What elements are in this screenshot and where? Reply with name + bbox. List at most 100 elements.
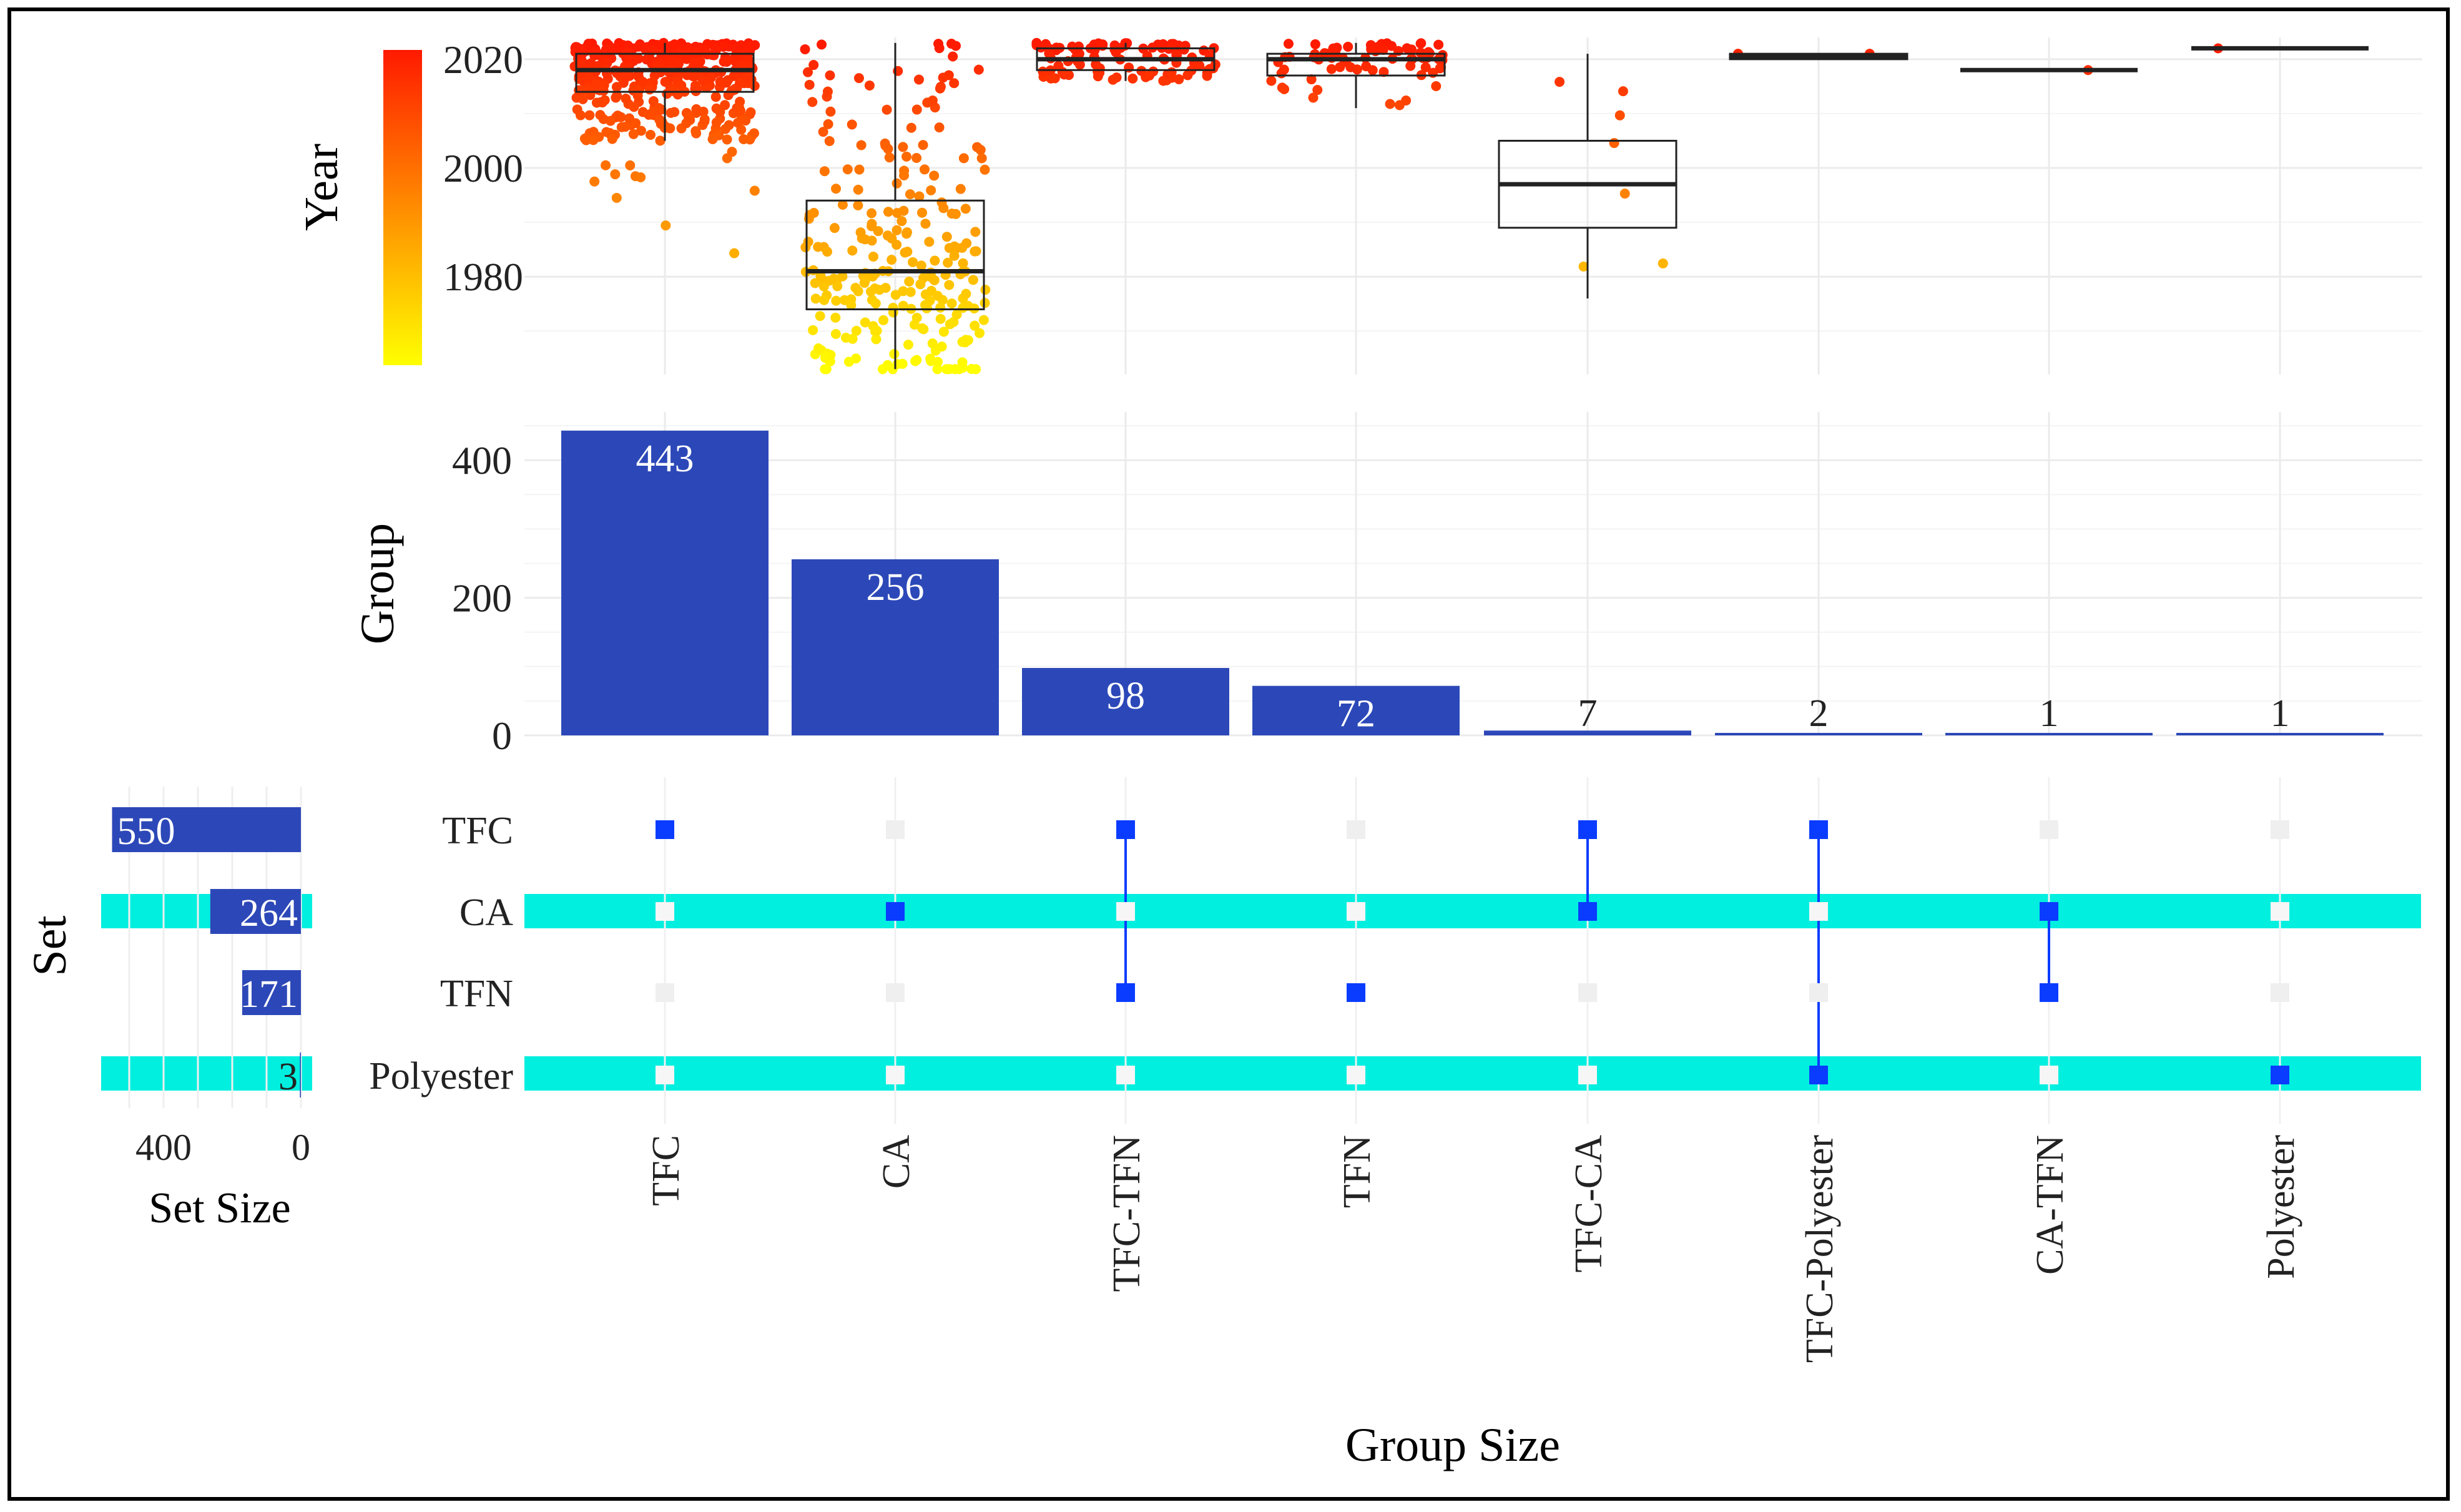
group-column-label: TFC-TFN — [1106, 1135, 1148, 1292]
matrix-dot-empty — [1578, 1066, 1597, 1084]
matrix-dot-empty — [2271, 902, 2289, 921]
group-column-label: TFC-Polyester — [1799, 1135, 1841, 1363]
matrix-dot-filled — [2040, 983, 2058, 1002]
year-point — [1157, 39, 1168, 49]
year-point — [843, 356, 854, 367]
year-point — [911, 355, 922, 365]
year-point — [629, 102, 639, 112]
year-point — [950, 364, 960, 375]
year-point — [1179, 44, 1189, 55]
set-row-label-Polyester: Polyester — [369, 1055, 513, 1097]
year-point — [905, 189, 915, 200]
year-point — [961, 238, 972, 248]
year-point — [911, 152, 922, 163]
year-point — [961, 288, 971, 299]
matrix-dot-filled — [886, 902, 905, 921]
year-point — [1335, 62, 1345, 72]
year-point — [888, 302, 898, 313]
year-point — [882, 104, 892, 115]
year-box-TFC-CA — [1498, 54, 1678, 299]
year-point — [976, 153, 987, 164]
year-tick-label: 1980 — [443, 255, 523, 299]
year-box — [575, 52, 755, 93]
year-point — [1619, 189, 1630, 199]
year-point — [941, 232, 952, 242]
year-point — [1074, 59, 1085, 70]
year-point — [820, 353, 830, 363]
year-point — [935, 302, 946, 313]
year-point — [1053, 61, 1064, 71]
matrix-dot-empty — [656, 902, 674, 921]
year-point — [810, 278, 820, 288]
year-point — [611, 92, 621, 103]
matrix-dot-empty — [1347, 902, 1365, 921]
year-point — [667, 86, 677, 96]
year-point — [1420, 62, 1431, 72]
matrix-dot-filled — [2040, 902, 2058, 921]
year-point — [913, 74, 924, 85]
matrix-highlight-CA — [524, 894, 2421, 928]
year-point — [847, 333, 858, 344]
year-point — [880, 138, 890, 149]
year-point — [1345, 62, 1356, 72]
year-point — [911, 312, 922, 323]
year-point — [927, 95, 938, 106]
year-point — [1194, 61, 1205, 71]
year-point — [802, 67, 813, 77]
year-point — [1435, 63, 1445, 74]
set-row-label-CA: CA — [459, 891, 513, 934]
year-point — [887, 255, 897, 265]
year-point — [633, 41, 644, 52]
year-point — [978, 315, 989, 325]
year-point — [943, 257, 953, 268]
year-point — [916, 260, 926, 271]
year-point — [732, 42, 742, 53]
year-point — [624, 113, 634, 124]
year-point — [853, 184, 863, 195]
year-point — [933, 356, 943, 367]
year-point — [854, 164, 865, 175]
matrix-dot-empty — [2271, 983, 2289, 1002]
year-point — [1658, 258, 1668, 268]
group-axis-title: Group — [351, 523, 404, 644]
year-point — [914, 191, 925, 202]
set-size-bar-Polyester — [300, 1053, 301, 1097]
year-point — [813, 343, 824, 354]
matrix-dot-empty — [656, 983, 674, 1002]
year-point — [938, 72, 948, 83]
year-point — [665, 41, 675, 52]
year-point — [1182, 70, 1193, 81]
year-point — [897, 358, 908, 369]
year-point — [938, 326, 949, 337]
year-point — [579, 134, 590, 144]
year-point — [1385, 99, 1395, 109]
year-point — [1433, 39, 1444, 50]
year-point — [819, 295, 830, 305]
year-point — [867, 221, 877, 232]
year-point — [720, 124, 730, 134]
year-point — [960, 204, 971, 214]
year-point — [804, 79, 815, 90]
year-point — [636, 172, 646, 182]
set-size-label: 550 — [117, 810, 175, 853]
year-point — [945, 319, 955, 330]
year-point — [808, 325, 818, 335]
year-point — [896, 216, 907, 227]
year-point — [870, 298, 881, 309]
year-point — [729, 248, 740, 258]
year-point — [749, 185, 760, 196]
matrix-dot-empty — [1347, 820, 1365, 839]
group-bar-TFN — [1252, 685, 1460, 735]
year-point — [740, 115, 751, 126]
year-point — [892, 225, 902, 235]
year-point — [853, 73, 864, 84]
year-point — [925, 353, 936, 364]
year-point — [660, 77, 671, 87]
year-point — [980, 164, 990, 175]
year-point — [614, 38, 624, 49]
year-point — [970, 227, 981, 237]
year-point — [1073, 41, 1084, 52]
set-size-bar-panel: 550 264 171 3 400 0 — [101, 787, 312, 1168]
year-point — [831, 184, 842, 194]
